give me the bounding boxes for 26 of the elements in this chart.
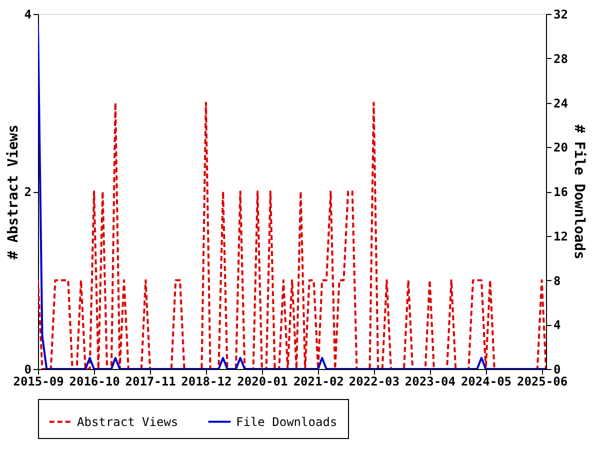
y2-tick-label: 4: [554, 318, 561, 332]
y-tick-label: 2: [24, 185, 32, 199]
y-tick-label: 4: [24, 8, 32, 22]
x-tick-label: 2016-10: [69, 374, 120, 388]
y2-tick-label: 16: [554, 185, 568, 199]
x-tick-label: 2020-01: [237, 374, 288, 388]
x-tick-label: 2022-03: [348, 374, 400, 388]
y2-tick-label: 24: [554, 96, 568, 110]
y2-tick-label: 12: [554, 229, 568, 244]
y2-tick-label: 20: [554, 140, 568, 155]
legend-label: Abstract Views: [77, 414, 178, 429]
y2-tick-label: 8: [554, 274, 561, 288]
x-tick-label: 2015-09: [13, 374, 64, 388]
x-tick-label: 2017-11: [125, 374, 176, 388]
y-axis-title: # Abstract Views: [5, 124, 22, 260]
y2-tick-label: 28: [554, 52, 568, 66]
y-tick-label: 0: [24, 362, 32, 376]
legend-label: File Downloads: [236, 414, 338, 429]
y2-tick-label: 0: [554, 362, 561, 376]
x-tick-label: 2021-02: [293, 374, 344, 388]
x-tick-label: 2025-06: [516, 374, 568, 388]
x-tick-label: 2023-04: [404, 374, 456, 388]
x-tick-label: 2018-12: [181, 374, 232, 388]
y2-axis-title: # File Downloads: [570, 124, 587, 260]
y2-tick-label: 32: [554, 8, 568, 22]
x-tick-label: 2024-05: [460, 374, 512, 388]
